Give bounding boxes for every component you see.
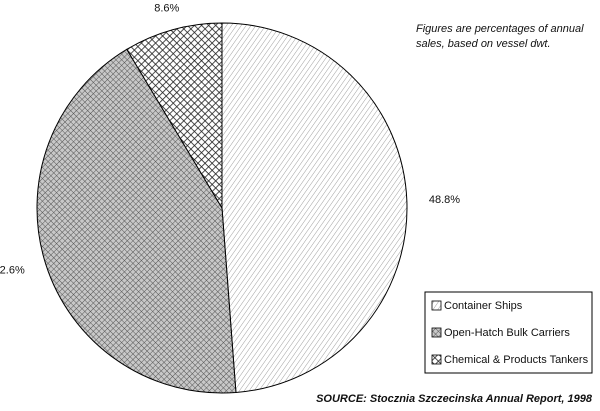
legend-swatch bbox=[431, 327, 442, 338]
pie-slice bbox=[126, 22, 223, 210]
annotation-box: Figures are percentages of annual sales,… bbox=[416, 23, 584, 50]
annotation: Figures are percentages of annual sales,… bbox=[416, 23, 584, 50]
data-label: 8.6% bbox=[154, 2, 179, 14]
legend-label: Container Ships bbox=[444, 300, 523, 312]
source: SOURCE: Stocznia Szczecinska Annual Repo… bbox=[316, 393, 593, 405]
legend-box bbox=[424, 291, 593, 374]
data-label: 42.6% bbox=[0, 265, 25, 277]
legend-label: Open-Hatch Bulk Carriers bbox=[444, 327, 570, 339]
pie-slice bbox=[221, 22, 408, 394]
legend-swatch bbox=[431, 354, 442, 365]
data-label: 48.8% bbox=[429, 194, 460, 206]
legend-swatch bbox=[431, 300, 442, 311]
legend-label: Chemical & Products Tankers bbox=[444, 354, 589, 366]
pie-slice bbox=[36, 48, 237, 394]
